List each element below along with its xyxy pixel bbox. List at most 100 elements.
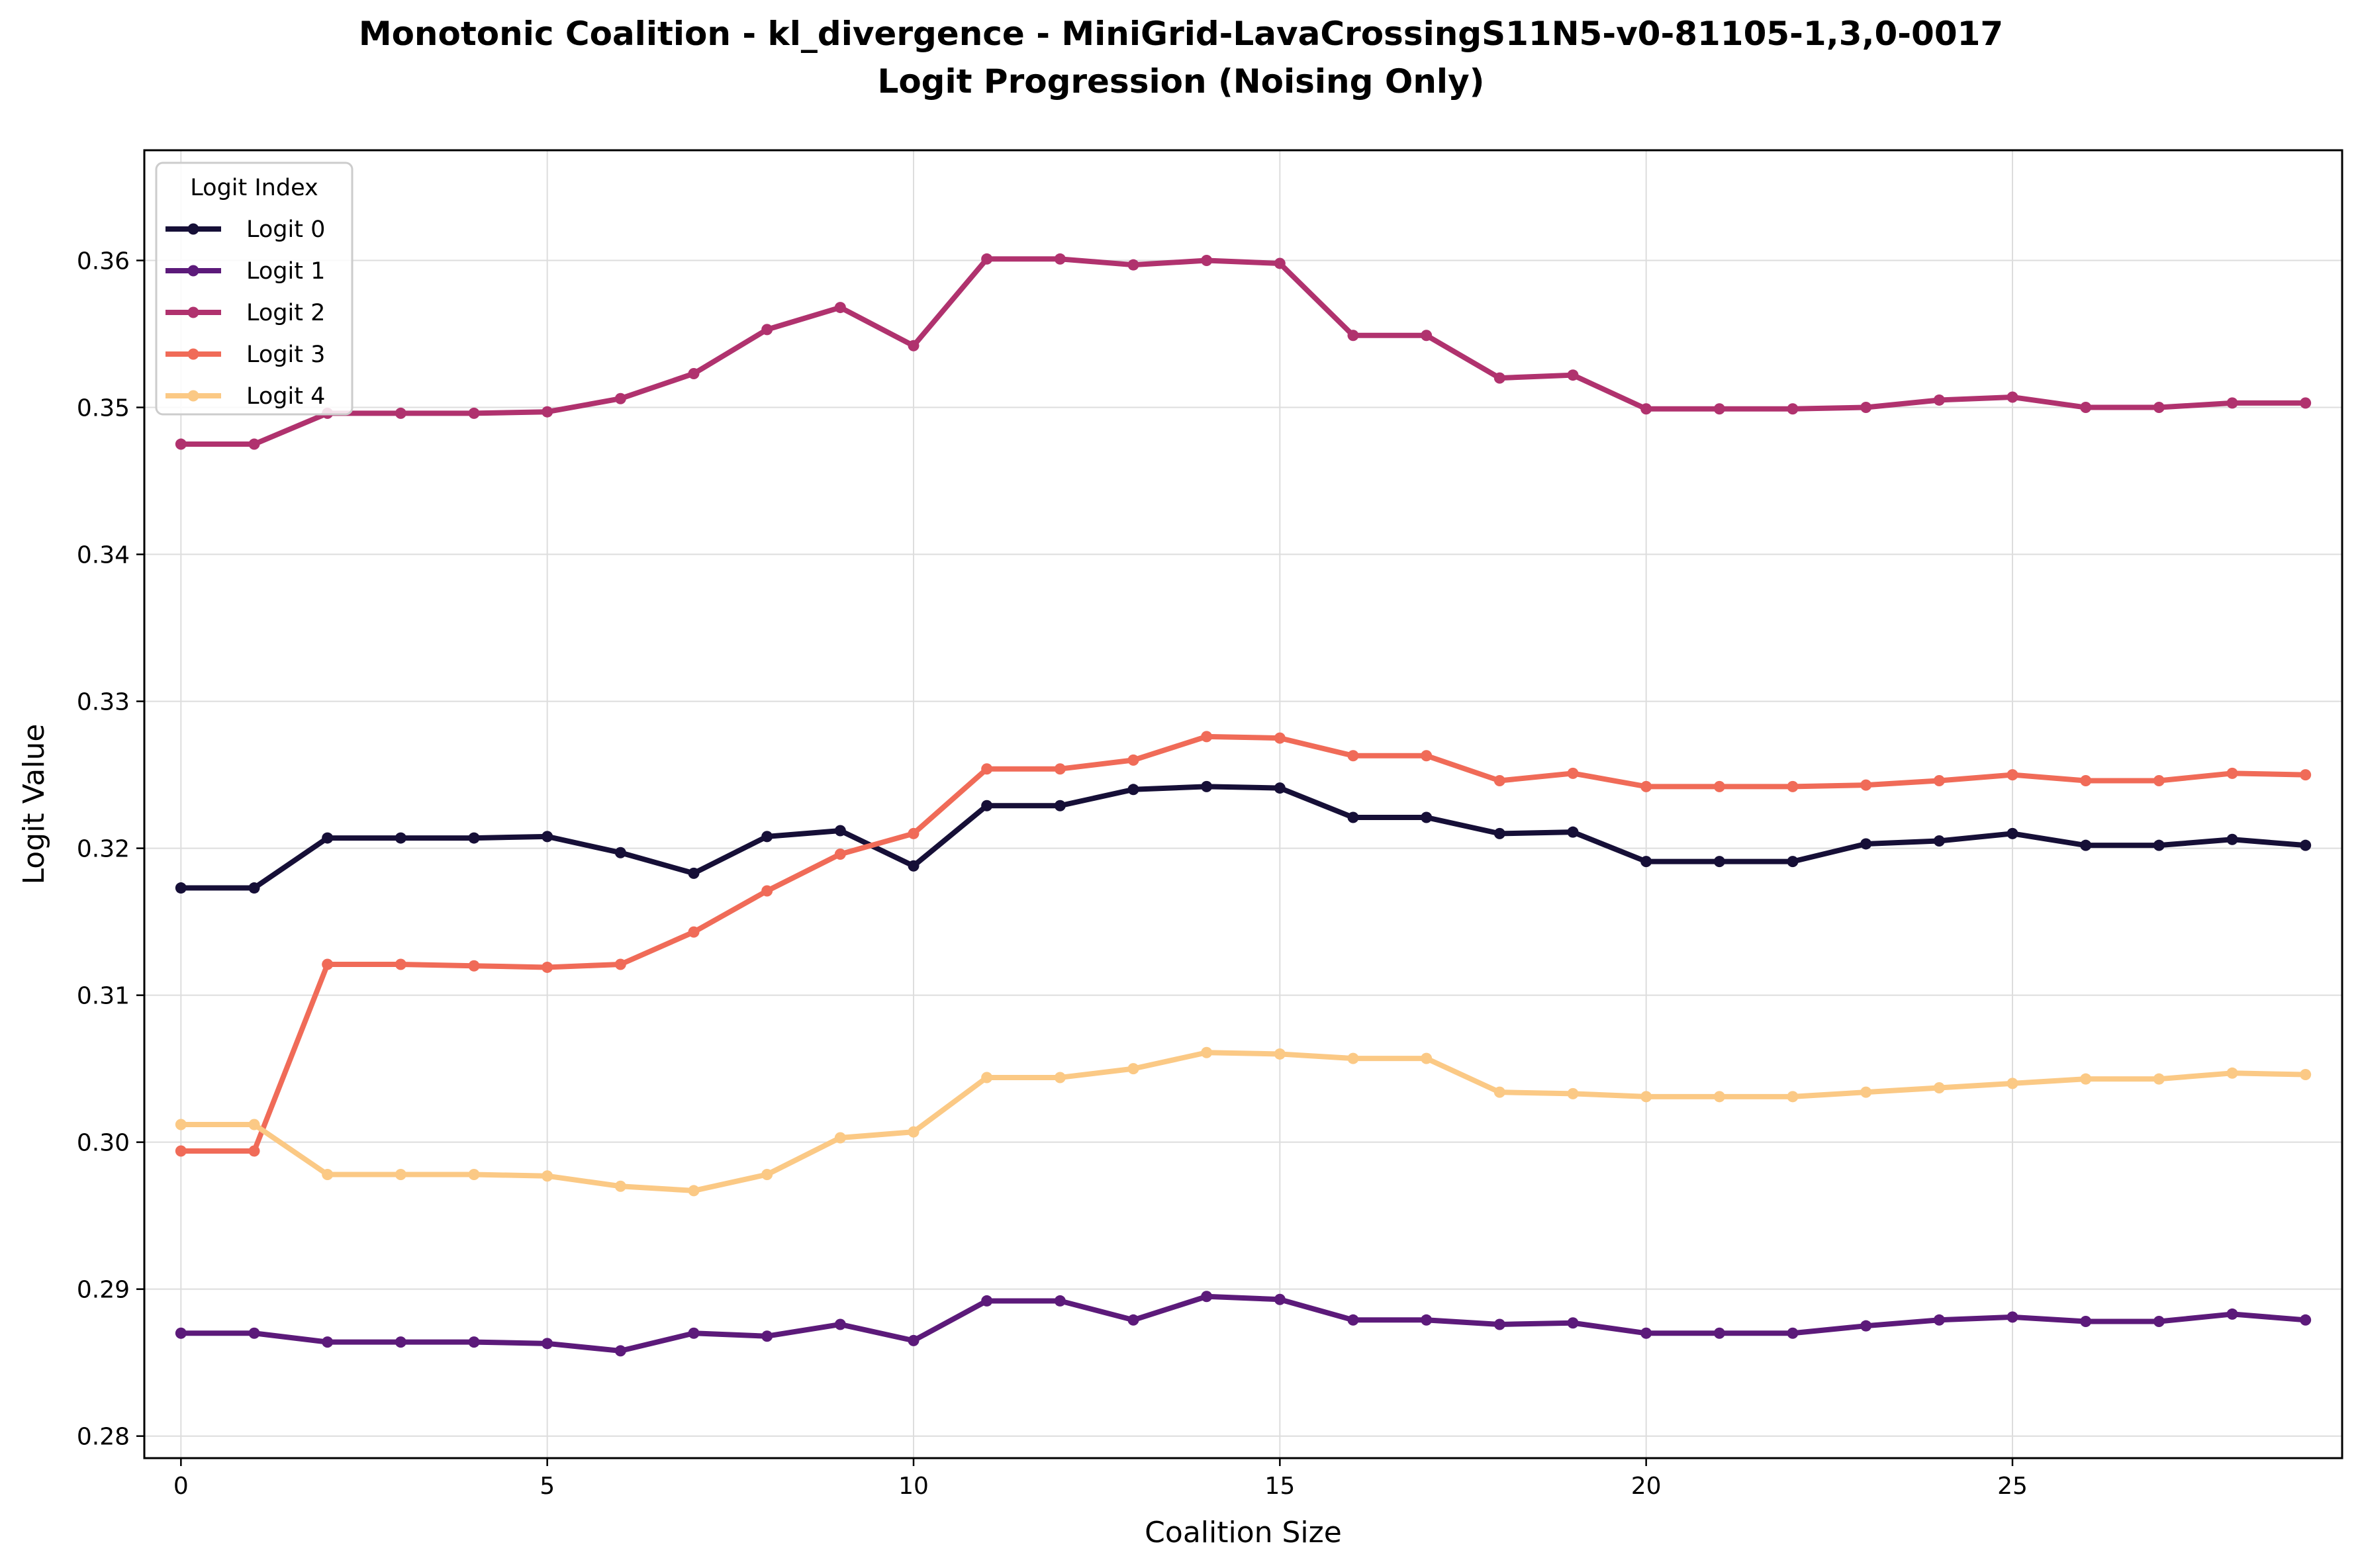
data-point-logit-4 [981, 1072, 993, 1084]
x-tick-label: 0 [173, 1473, 189, 1500]
data-point-logit-0 [1933, 835, 1945, 847]
x-tick-label: 5 [540, 1473, 555, 1500]
series-line-logit-4 [178, 1050, 2308, 1193]
data-point-logit-4 [761, 1168, 773, 1180]
legend-label: Logit 2 [246, 300, 325, 326]
y-tick-label: 0.32 [77, 836, 130, 863]
data-point-logit-4 [2300, 1069, 2312, 1081]
series-4 [175, 1046, 2312, 1197]
data-point-logit-4 [1493, 1086, 1505, 1098]
data-point-logit-2 [981, 253, 993, 265]
legend-label: Logit 0 [246, 216, 325, 243]
data-point-logit-4 [248, 1119, 260, 1130]
data-point-logit-3 [1860, 779, 1872, 791]
data-point-logit-4 [2226, 1067, 2238, 1079]
legend-swatch-marker [187, 348, 199, 360]
data-point-logit-0 [1201, 780, 1213, 792]
data-point-logit-3 [1933, 774, 1945, 786]
data-point-logit-0 [834, 825, 846, 837]
y-tick-label: 0.36 [77, 248, 130, 275]
data-point-logit-2 [1054, 253, 1066, 265]
data-point-logit-1 [395, 1336, 406, 1348]
data-point-logit-0 [1713, 856, 1725, 868]
data-point-logit-0 [2153, 839, 2165, 851]
data-point-logit-1 [322, 1336, 334, 1348]
data-point-logit-1 [248, 1327, 260, 1339]
data-point-logit-3 [834, 848, 846, 860]
data-point-logit-2 [834, 302, 846, 314]
data-point-logit-1 [981, 1295, 993, 1307]
data-point-logit-0 [2007, 827, 2018, 839]
data-point-logit-1 [2153, 1316, 2165, 1328]
data-point-logit-2 [248, 438, 260, 450]
data-point-logit-3 [1787, 780, 1799, 792]
data-point-logit-0 [1421, 811, 1433, 823]
data-point-logit-4 [2007, 1078, 2018, 1089]
data-point-logit-3 [614, 958, 626, 970]
data-point-logit-4 [1201, 1046, 1213, 1058]
data-point-logit-2 [1933, 394, 1945, 406]
data-point-logit-0 [1640, 856, 1652, 868]
data-point-logit-0 [1567, 826, 1579, 838]
data-point-logit-0 [175, 882, 187, 894]
data-point-logit-2 [688, 367, 700, 379]
x-tick-label: 20 [1631, 1473, 1662, 1500]
data-point-logit-4 [1127, 1063, 1139, 1075]
data-point-logit-2 [2226, 397, 2238, 409]
data-point-logit-4 [1274, 1048, 1286, 1060]
data-point-logit-3 [908, 827, 920, 839]
data-point-logit-2 [2300, 397, 2312, 409]
legend-title: Logit Index [190, 175, 318, 201]
data-point-logit-4 [834, 1132, 846, 1144]
x-tick-label: 10 [898, 1473, 929, 1500]
data-point-logit-4 [614, 1180, 626, 1192]
y-tick-label: 0.31 [77, 983, 130, 1010]
data-point-logit-1 [761, 1330, 773, 1342]
series-line-logit-3 [178, 733, 2308, 1154]
series-line-logit-0 [178, 784, 2308, 891]
data-point-logit-1 [1127, 1314, 1139, 1326]
data-point-logit-3 [981, 763, 993, 775]
chart-subtitle: Logit Progression (Noising Only) [877, 62, 1484, 101]
y-tick-label: 0.33 [77, 689, 130, 716]
data-point-logit-3 [1713, 780, 1725, 792]
data-point-logit-1 [1933, 1314, 1945, 1326]
data-point-logit-0 [1347, 811, 1359, 823]
legend-swatch-marker [187, 265, 199, 277]
legend-label: Logit 1 [246, 258, 325, 285]
series-3 [175, 731, 2312, 1157]
data-point-logit-1 [2080, 1316, 2092, 1328]
data-point-logit-4 [1567, 1087, 1579, 1099]
data-point-logit-4 [1347, 1052, 1359, 1064]
x-tick-label: 25 [1997, 1473, 2028, 1500]
series-1 [175, 1291, 2312, 1357]
data-point-logit-3 [2080, 774, 2092, 786]
data-point-logit-0 [1054, 800, 1066, 811]
data-point-logit-2 [1274, 257, 1286, 269]
data-point-logit-2 [1567, 369, 1579, 381]
legend-swatch-marker [187, 306, 199, 318]
data-point-logit-2 [1493, 372, 1505, 384]
data-point-logit-2 [175, 438, 187, 450]
data-point-logit-4 [2153, 1073, 2165, 1085]
data-point-logit-3 [1054, 763, 1066, 775]
data-point-logit-2 [1127, 259, 1139, 271]
data-point-logit-3 [2226, 767, 2238, 779]
data-point-logit-2 [468, 407, 480, 419]
data-point-logit-3 [1127, 754, 1139, 766]
data-point-logit-0 [1274, 782, 1286, 794]
data-point-logit-1 [542, 1338, 553, 1350]
data-point-logit-3 [1274, 732, 1286, 744]
data-point-logit-3 [1347, 750, 1359, 762]
series-layer [175, 253, 2312, 1357]
data-point-logit-1 [834, 1318, 846, 1330]
data-point-logit-2 [1713, 403, 1725, 415]
data-point-logit-4 [1860, 1086, 1872, 1098]
data-point-logit-4 [542, 1170, 553, 1182]
data-point-logit-3 [468, 960, 480, 972]
data-point-logit-2 [1347, 330, 1359, 342]
data-point-logit-2 [1640, 403, 1652, 415]
data-point-logit-2 [395, 407, 406, 419]
data-point-logit-3 [761, 885, 773, 897]
